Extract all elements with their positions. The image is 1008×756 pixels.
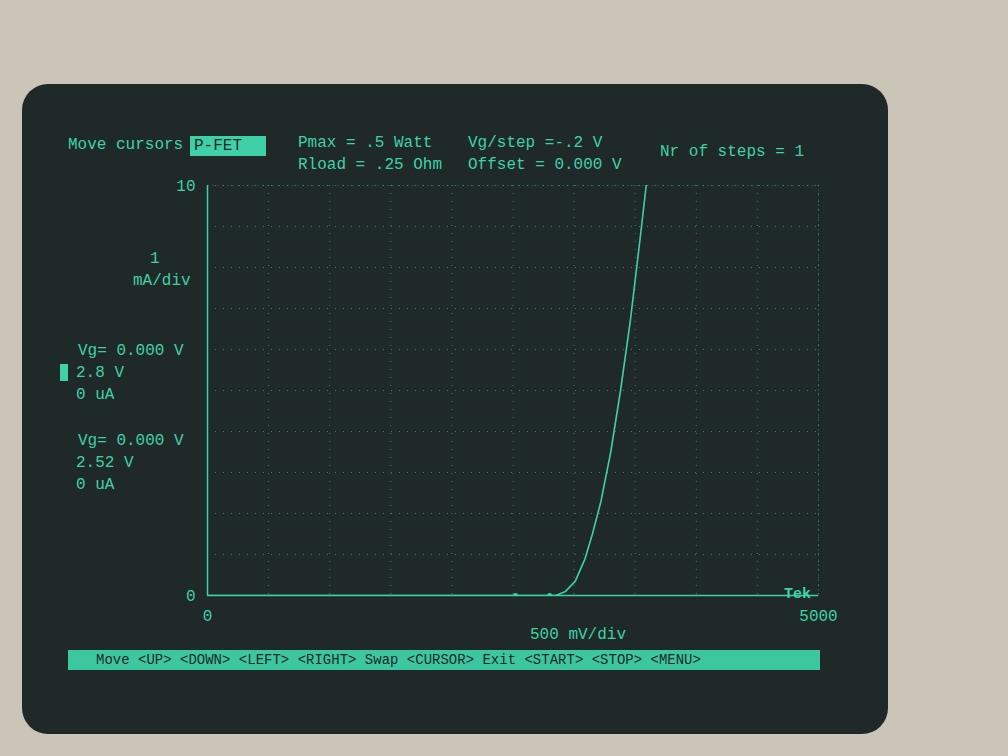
html-text:Vg= 0.000 V: Vg= 0.000 V bbox=[78, 432, 184, 450]
html-text:Vg/step =-.2 V: Vg/step =-.2 V bbox=[468, 134, 603, 152]
html-text:2.8 V: 2.8 V bbox=[76, 364, 124, 382]
html-text:Pmax = .5 Watt: Pmax = .5 Watt bbox=[298, 134, 433, 152]
html-text:2.52 V: 2.52 V bbox=[76, 454, 134, 472]
html-text:Rload = .25 Ohm: Rload = .25 Ohm bbox=[298, 156, 442, 174]
html-text:500 mV/div: 500 mV/div bbox=[530, 626, 626, 644]
html-text:Offset = 0.000 V: Offset = 0.000 V bbox=[468, 156, 622, 174]
svg-text:0: 0 bbox=[186, 588, 196, 606]
svg-text:0: 0 bbox=[203, 608, 213, 626]
html-text:P-FET: P-FET bbox=[194, 137, 242, 155]
html-text:Move cursors: Move cursors bbox=[68, 136, 184, 154]
html-text:Move <UP> <DOWN> <LEFT> <RIGHT: Move <UP> <DOWN> <LEFT> <RIGHT> Swap <CU… bbox=[96, 652, 701, 668]
html-text:Nr of steps = 1: Nr of steps = 1 bbox=[660, 143, 804, 161]
html-text:0 uA: 0 uA bbox=[76, 476, 115, 494]
svg-text:5000: 5000 bbox=[799, 608, 837, 626]
html-text:0 uA: 0 uA bbox=[76, 386, 115, 404]
html-text:Tek: Tek bbox=[784, 586, 811, 603]
html-text:1: 1 bbox=[150, 250, 160, 268]
html-text:Vg= 0.000 V: Vg= 0.000 V bbox=[78, 342, 184, 360]
html-text:mA/div: mA/div bbox=[133, 272, 191, 290]
svg-text:10: 10 bbox=[176, 178, 195, 196]
